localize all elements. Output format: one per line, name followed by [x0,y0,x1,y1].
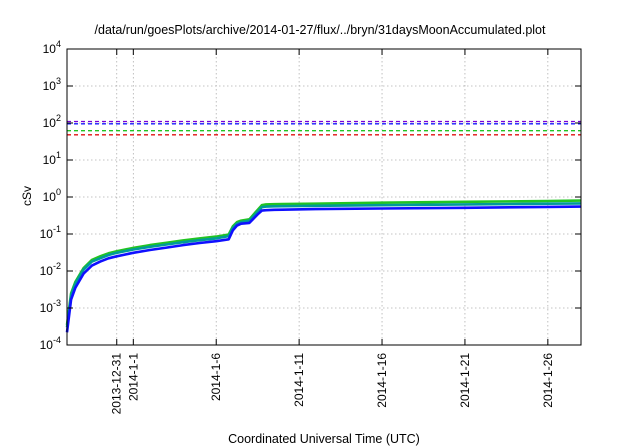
x-tick-label: 2014-1-21 [458,353,472,408]
chart-title: /data/run/goesPlots/archive/2014-01-27/f… [95,23,546,37]
x-tick-label: 2014-1-11 [292,353,306,407]
x-tick-label: 2014-1-1 [126,353,140,401]
x-axis-label: Coordinated Universal Time (UTC) [228,432,420,446]
series-line [65,205,582,333]
grid [67,49,581,345]
axes: 10-4 10-3 10-2 10-1 100 101 102 103 104 2013-12-3… [40,39,582,415]
y-tick-label: 10-1 [40,224,61,241]
x-tick-label: 2014-1-26 [541,353,555,408]
y-tick-label: 10-4 [40,335,61,352]
y-tick-label: 103 [43,76,61,93]
y-axis-label: cSv [20,186,34,206]
x-tick-label: 2013-12-31 [110,353,124,415]
y-tick-label: 10-2 [40,261,61,278]
y-tick-label: 101 [43,150,61,167]
series-line [65,199,582,326]
y-tick-label: 102 [43,113,61,130]
y-tick-label: 104 [43,39,61,56]
x-tick-label: 2014-1-6 [209,353,223,401]
series-line [65,202,582,328]
reference-lines [67,120,581,136]
series-lines [65,199,582,333]
x-tick-label: 2014-1-16 [375,353,389,408]
plot-frame [66,48,582,346]
y-tick-label: 100 [43,187,61,204]
y-tick-label: 10-3 [40,298,61,315]
